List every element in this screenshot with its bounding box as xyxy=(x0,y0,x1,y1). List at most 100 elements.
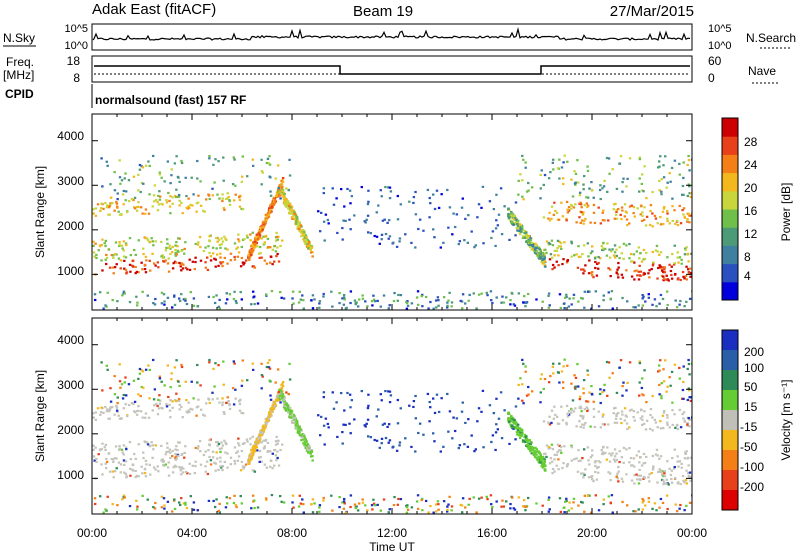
power-cell xyxy=(288,174,292,177)
velocity-cell xyxy=(108,417,111,420)
velocity-cell xyxy=(531,452,535,455)
velocity-cell xyxy=(565,465,569,468)
power-cell xyxy=(601,248,604,252)
power-cell xyxy=(586,290,590,293)
power-cell xyxy=(251,245,255,248)
velocity-cell xyxy=(623,419,627,422)
velocity-cell xyxy=(133,452,136,456)
power-cell xyxy=(237,233,240,236)
power-cell xyxy=(621,181,624,184)
velocity-cell xyxy=(309,450,313,454)
velocity-cell xyxy=(219,460,222,463)
power-cell xyxy=(586,196,590,199)
velocity-cell xyxy=(140,369,143,372)
power-cell xyxy=(509,303,512,306)
power-cell xyxy=(525,235,529,238)
velocity-cell xyxy=(630,479,634,482)
power-cell xyxy=(108,204,111,208)
power-cell xyxy=(621,190,624,193)
velocity-cell xyxy=(302,511,305,514)
velocity-cell xyxy=(215,440,218,444)
power-cell xyxy=(500,233,504,236)
power-cell xyxy=(512,223,515,227)
power-cell xyxy=(594,256,597,259)
power-cell xyxy=(602,241,605,244)
power-cell xyxy=(195,210,198,213)
velocity-cell xyxy=(260,434,264,437)
velocity-cell xyxy=(602,503,605,506)
velocity-cell xyxy=(143,467,147,470)
velocity-cell xyxy=(416,507,420,510)
power-cell xyxy=(282,195,286,198)
power-cell xyxy=(220,243,223,246)
power-cell xyxy=(689,275,692,278)
velocity-cell xyxy=(242,467,245,470)
velocity-cell xyxy=(297,426,300,429)
power-cell xyxy=(101,269,104,272)
power-cell xyxy=(422,229,425,232)
power-cell xyxy=(544,265,547,268)
velocity-cell xyxy=(246,440,249,443)
velocity-cell xyxy=(414,450,417,453)
velocity-cell xyxy=(510,415,513,418)
power-cell xyxy=(460,307,464,310)
velocity-cell xyxy=(514,438,517,441)
power-cell xyxy=(216,253,219,256)
power-cell xyxy=(226,262,229,265)
power-cell xyxy=(218,298,221,302)
power-cell xyxy=(590,271,593,275)
power-cell xyxy=(192,193,195,196)
velocity-cell xyxy=(237,442,240,445)
velocity-cell xyxy=(240,449,244,453)
velocity-cell xyxy=(269,459,273,462)
velocity-cell xyxy=(122,393,126,397)
power-cell xyxy=(221,240,225,243)
power-cell xyxy=(253,295,256,298)
power-cell xyxy=(138,168,142,171)
power-cell xyxy=(151,205,154,208)
power-cell xyxy=(180,201,183,205)
velocity-cell xyxy=(663,409,666,413)
power-cell xyxy=(638,158,642,161)
velocity-cell xyxy=(197,398,200,401)
power-cell xyxy=(525,190,529,193)
velocity-cell xyxy=(145,463,148,466)
velocity-cell xyxy=(294,426,298,429)
velocity-cell xyxy=(544,469,547,472)
power-cell xyxy=(280,183,283,186)
power-cell xyxy=(615,209,618,212)
power-cell xyxy=(635,269,638,272)
power-cell xyxy=(418,218,422,221)
velocity-cell xyxy=(416,494,420,497)
velocity-cell xyxy=(452,416,455,419)
velocity-cell xyxy=(342,500,346,503)
power-cell xyxy=(303,236,306,239)
velocity-cell xyxy=(535,453,538,456)
velocity-cell xyxy=(565,421,568,424)
velocity-cell xyxy=(490,440,493,444)
velocity-cell xyxy=(221,397,224,400)
velocity-cell xyxy=(251,449,255,452)
velocity-cell xyxy=(199,463,203,466)
power-cell xyxy=(460,206,464,209)
power-cell xyxy=(363,220,366,223)
power-cell xyxy=(180,249,183,253)
power-cell xyxy=(631,260,634,263)
velocity-cell xyxy=(673,363,677,366)
velocity-cell xyxy=(641,415,644,418)
velocity-cell xyxy=(118,447,121,450)
velocity-cell xyxy=(632,510,635,513)
velocity-cell xyxy=(424,499,428,503)
velocity-cell xyxy=(674,503,677,506)
velocity-cell xyxy=(539,461,542,464)
velocity-cell xyxy=(565,423,568,426)
velocity-cell xyxy=(632,457,636,460)
power-cell xyxy=(139,190,142,194)
power-cell xyxy=(232,297,236,301)
velocity-cell xyxy=(327,426,330,429)
power-cell xyxy=(666,212,669,215)
velocity-cell xyxy=(657,470,660,474)
velocity-cell xyxy=(614,417,618,420)
velocity-cell xyxy=(300,439,303,442)
power-cell xyxy=(565,295,568,299)
